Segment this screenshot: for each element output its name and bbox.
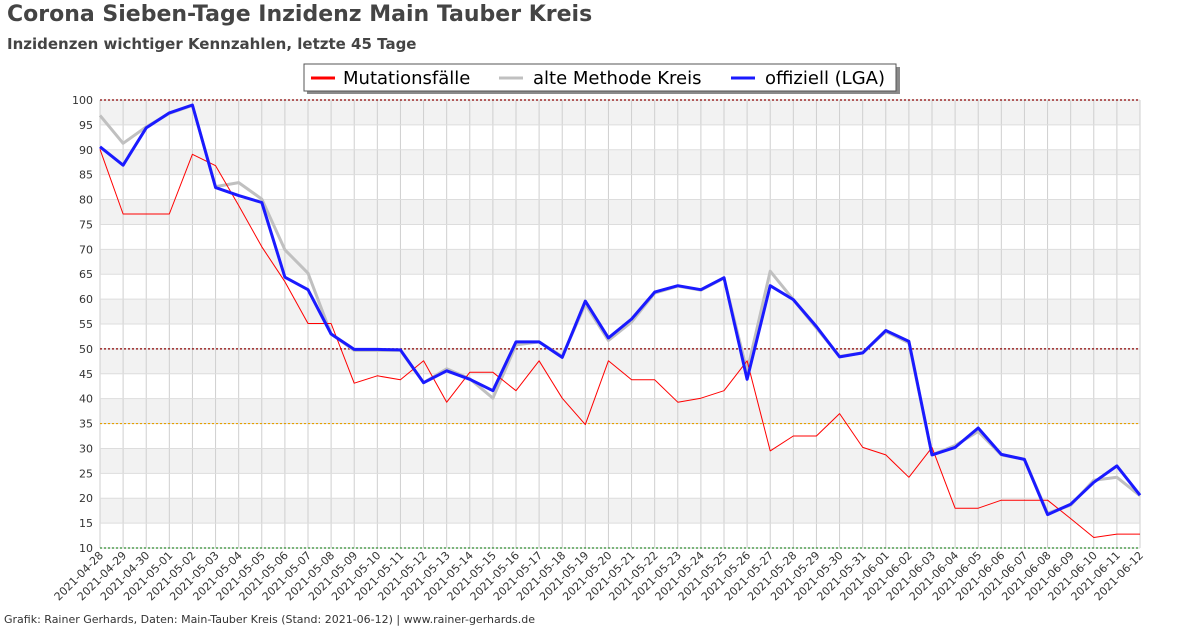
series-lines (98, 103, 1142, 538)
y-tick-label: 15 (79, 517, 93, 530)
y-tick-label: 60 (79, 293, 93, 306)
series-line-offiziell-lga (99, 103, 1142, 517)
background-band (100, 149, 1140, 175)
y-tick-label: 70 (79, 243, 93, 256)
y-tick-label: 100 (72, 94, 93, 107)
legend: Mutationsfälle alte Methode Kreis offizi… (303, 63, 900, 94)
background-bands (100, 100, 1140, 524)
reference-lines (100, 99, 1140, 549)
y-tick-label: 80 (79, 194, 93, 207)
y-tick-label: 45 (79, 368, 93, 381)
y-tick-label: 50 (79, 343, 93, 356)
series-line-mutationsfaelle (99, 149, 1140, 538)
background-band (100, 299, 1140, 324)
legend-box (303, 63, 897, 92)
footer-credit: Grafik: Rainer Gerhards, Daten: Main-Tau… (4, 613, 536, 626)
legend-label-offiziell: offiziell (LGA) (765, 68, 885, 89)
background-band (100, 249, 1140, 275)
background-band (100, 448, 1140, 474)
y-tick-label: 10 (79, 542, 93, 555)
y-tick-label: 40 (79, 393, 93, 406)
background-band (100, 398, 1140, 424)
y-tick-label: 25 (79, 467, 93, 480)
y-tick-label: 20 (79, 492, 93, 505)
y-tick-label: 55 (79, 318, 93, 331)
y-tick-label: 65 (79, 268, 93, 281)
background-band (100, 199, 1140, 225)
legend-label-alte-methode: alte Methode Kreis (533, 68, 701, 89)
y-tick-label: 30 (79, 442, 93, 455)
background-band (100, 348, 1140, 374)
y-axis-ticks: 10 15 20 25 30 35 40 45 50 55 60 65 70 75 80 85 90 95 100 (72, 94, 93, 555)
y-tick-label: 75 (79, 218, 93, 231)
chart-title: Corona Sieben-Tage Inzidenz Main Tauber … (7, 2, 593, 27)
horizontal-gridlines (100, 99, 1140, 549)
chart-subtitle: Inzidenzen wichtiger Kennzahlen, letzte … (7, 35, 417, 53)
y-tick-label: 35 (79, 418, 93, 431)
x-axis-ticks: 2021-04-282021-04-292021-04-302021-05-01… (52, 549, 1146, 603)
y-tick-label: 95 (79, 119, 93, 132)
y-tick-label: 85 (79, 169, 93, 182)
background-band (100, 498, 1140, 524)
y-tick-label: 90 (79, 144, 93, 157)
legend-label-mutationsfaelle: Mutationsfälle (343, 68, 470, 89)
background-band (100, 100, 1140, 125)
